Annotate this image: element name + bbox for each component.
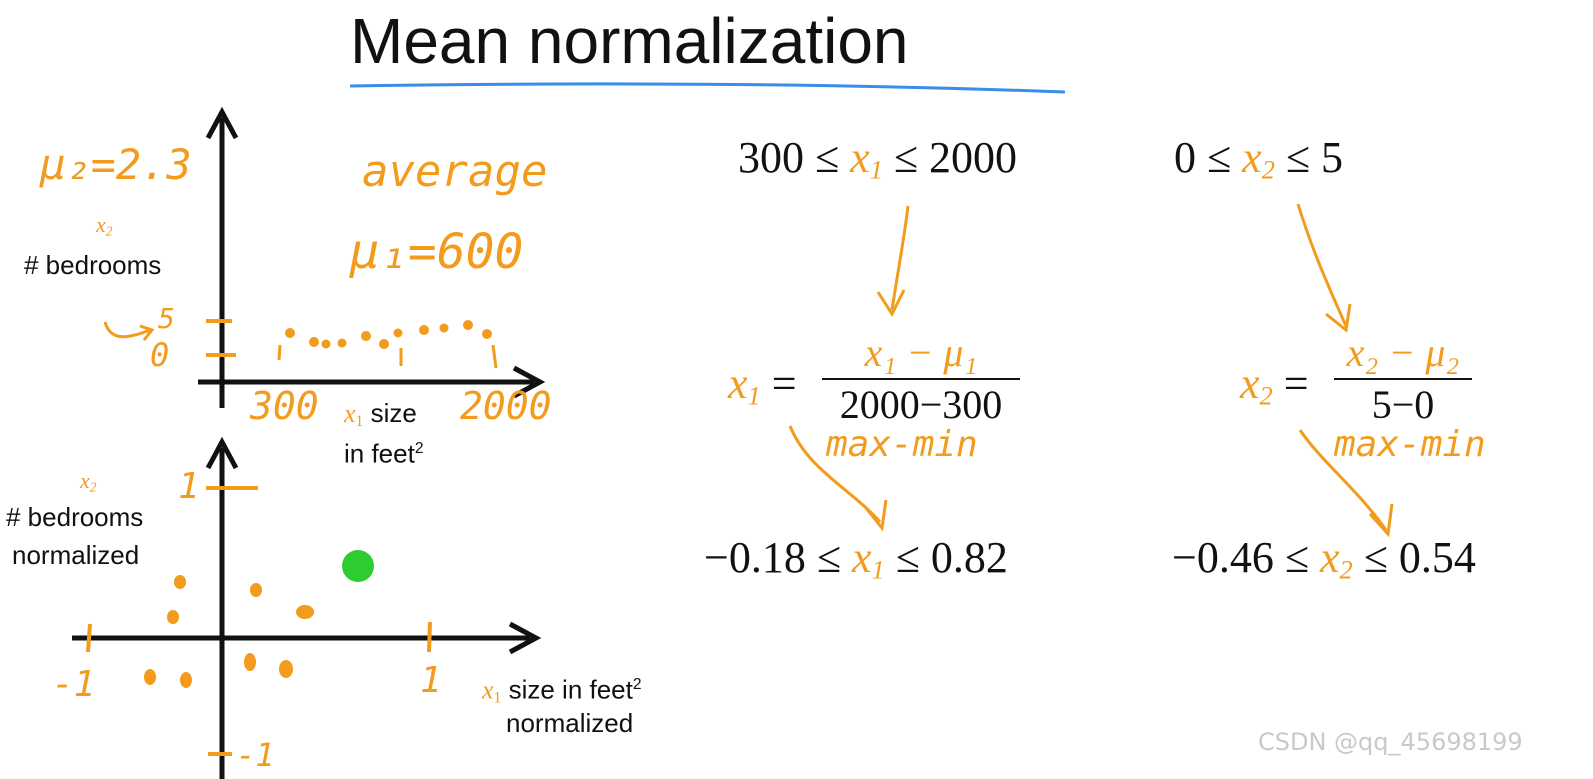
right-denominator: 5−0 (1371, 382, 1435, 427)
bottom-data-points (144, 575, 314, 688)
top-tick-label-300: 300 (250, 384, 319, 428)
bottom-tick-label-x1: 1 (420, 660, 442, 701)
mu2-annotation: μ₂=2.3 (40, 140, 192, 189)
right-range-before: 0 ≤ x2 ≤ 5 (1174, 133, 1344, 185)
right-fraction: x₂ − μ₂ 5−0 (1334, 330, 1472, 428)
page-title: Mean normalization (350, 5, 909, 77)
bottom-y-label-line2: normalized (12, 540, 140, 570)
left-denominator: 2000−300 (839, 382, 1003, 427)
top-data-points (277, 320, 498, 369)
right-numerator: x₂ − μ₂ (1346, 330, 1460, 375)
left-range-before: 300 ≤ x1 ≤ 2000 (738, 133, 1018, 185)
arrow-left-1 (876, 205, 910, 318)
top-tick-label-5: 5 (158, 302, 175, 335)
left-note: max-min (826, 424, 978, 465)
left-range-after: −0.18 ≤ x1 ≤ 0.82 (704, 533, 1008, 585)
right-lhs: x2 = (1240, 359, 1309, 411)
right-range-after: −0.46 ≤ x2 ≤ 0.54 (1172, 533, 1476, 585)
right-note: max-min (1334, 424, 1486, 465)
bottom-tick-label-y-neg1: -1 (236, 736, 275, 774)
left-numerator: x₁ − μ₁ (864, 330, 978, 375)
left-lhs: x1 = (728, 359, 797, 411)
bottom-y-var: x2 (80, 468, 97, 495)
mu1-annotation: μ₁=600 (350, 224, 524, 280)
top-tick-label-0: 0 (150, 336, 170, 374)
title-underline (349, 82, 1066, 94)
top-x-arrowhead (512, 365, 546, 399)
arrow-right-1 (1296, 203, 1352, 333)
watermark-text: CSDN @qq_45698199 (1258, 728, 1523, 756)
average-annotation: average (362, 146, 548, 197)
right-fraction-bar (1334, 378, 1472, 380)
top-y-var: x2 (96, 212, 113, 239)
bottom-y-label-line1: # bedrooms (6, 502, 144, 532)
top-x-label: x1 size (344, 398, 417, 430)
hand-arrow-5 (103, 321, 155, 341)
top-y-label: # bedrooms (24, 250, 162, 280)
top-tick-label-2000: 2000 (460, 384, 552, 428)
bottom-x-label: x1 size in feet2 (482, 674, 642, 707)
bottom-y-arrowhead (205, 436, 239, 470)
left-fraction-bar (822, 378, 1020, 380)
arrow-right-2 (1298, 429, 1394, 538)
bottom-x-arrowhead (508, 621, 542, 655)
bottom-x-label-line2: normalized (506, 708, 634, 738)
highlight-dot (342, 550, 374, 582)
bottom-tick-label-y1: 1 (178, 466, 200, 507)
arrow-left-2 (788, 425, 888, 532)
bottom-tick-x-neg1 (86, 623, 92, 653)
bottom-tick-x1 (427, 621, 432, 653)
left-fraction: x₁ − μ₁ 2000−300 (822, 330, 1020, 428)
top-y-arrowhead (205, 106, 239, 140)
bottom-tick-label-x-neg1: -1 (52, 664, 96, 705)
top-x-label-line2: in feet2 (344, 438, 424, 469)
